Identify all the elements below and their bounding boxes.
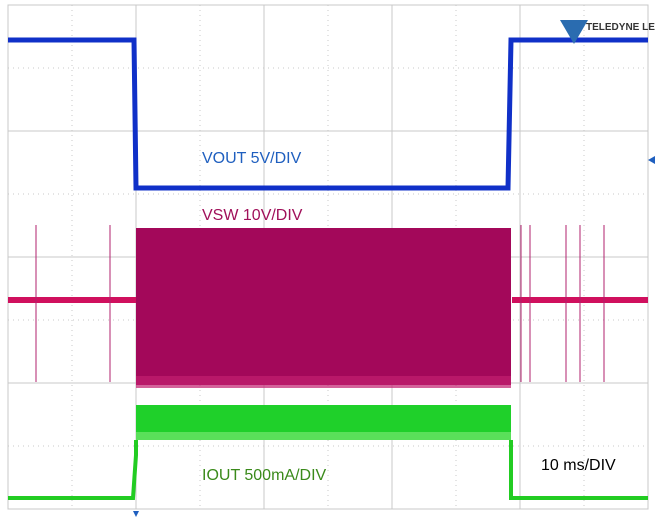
timebase-label: 10 ms/DIV [541,457,616,474]
marker [133,511,139,517]
marker [648,156,655,164]
vsw-label: VSW 10V/DIV [202,207,303,224]
vout-trace [8,37,648,191]
vsw-trace [8,225,648,388]
logo-mark [560,20,588,44]
iout-trace [8,405,648,500]
iout-label: IOUT 500mA/DIV [202,467,327,484]
brand: TELEDYNE LECROY [586,22,655,33]
frame [7,4,649,510]
vout-label: VOUT 5V/DIV [202,150,302,167]
